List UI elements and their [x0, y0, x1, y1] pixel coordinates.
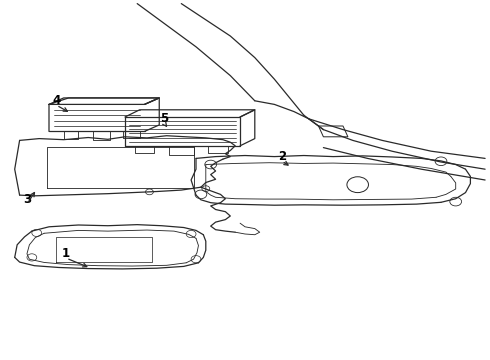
Text: 3: 3	[23, 193, 31, 206]
Text: 2: 2	[278, 150, 286, 163]
Text: 1: 1	[62, 247, 70, 260]
Text: 5: 5	[160, 112, 168, 125]
Text: 4: 4	[52, 94, 60, 107]
